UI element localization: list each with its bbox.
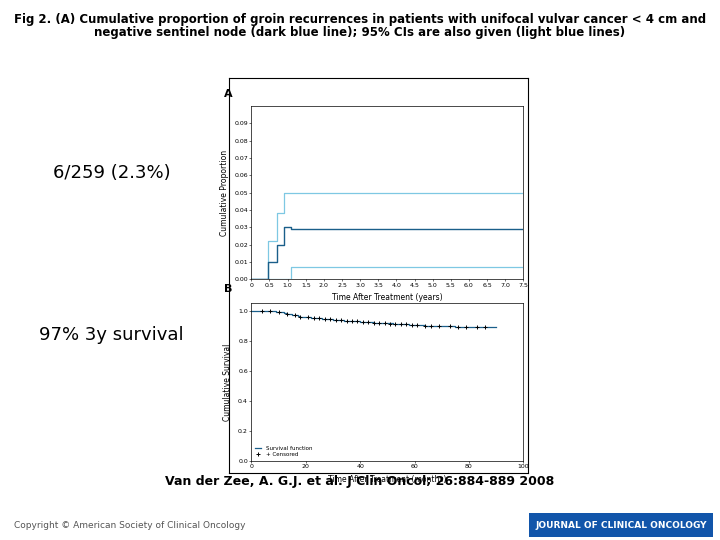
Text: Copyright © American Society of Clinical Oncology: Copyright © American Society of Clinical… [14,521,246,530]
Text: B: B [224,284,233,294]
Y-axis label: Cumulative Survival: Cumulative Survival [223,343,233,421]
Text: JOURNAL OF CLINICAL ONCOLOGY: JOURNAL OF CLINICAL ONCOLOGY [535,521,707,530]
Text: Fig 2. (A) Cumulative proportion of groin recurrences in patients with unifocal : Fig 2. (A) Cumulative proportion of groi… [14,14,706,26]
Text: A: A [224,89,233,99]
Legend: Survival function, + Censored: Survival function, + Censored [254,446,313,458]
Text: 97% 3y survival: 97% 3y survival [40,326,184,344]
Text: 6/259 (2.3%): 6/259 (2.3%) [53,164,171,182]
X-axis label: Time After Treatment (months): Time After Treatment (months) [328,475,446,484]
X-axis label: Time After Treatment (years): Time After Treatment (years) [332,293,443,302]
Text: negative sentinel node (dark blue line); 95% CIs are also given (light blue line: negative sentinel node (dark blue line);… [94,26,626,39]
Text: Van der Zee, A. G.J. et al. J Clin Oncol; 26:884-889 2008: Van der Zee, A. G.J. et al. J Clin Oncol… [166,475,554,488]
Y-axis label: Cumulative Proportion: Cumulative Proportion [220,150,228,235]
